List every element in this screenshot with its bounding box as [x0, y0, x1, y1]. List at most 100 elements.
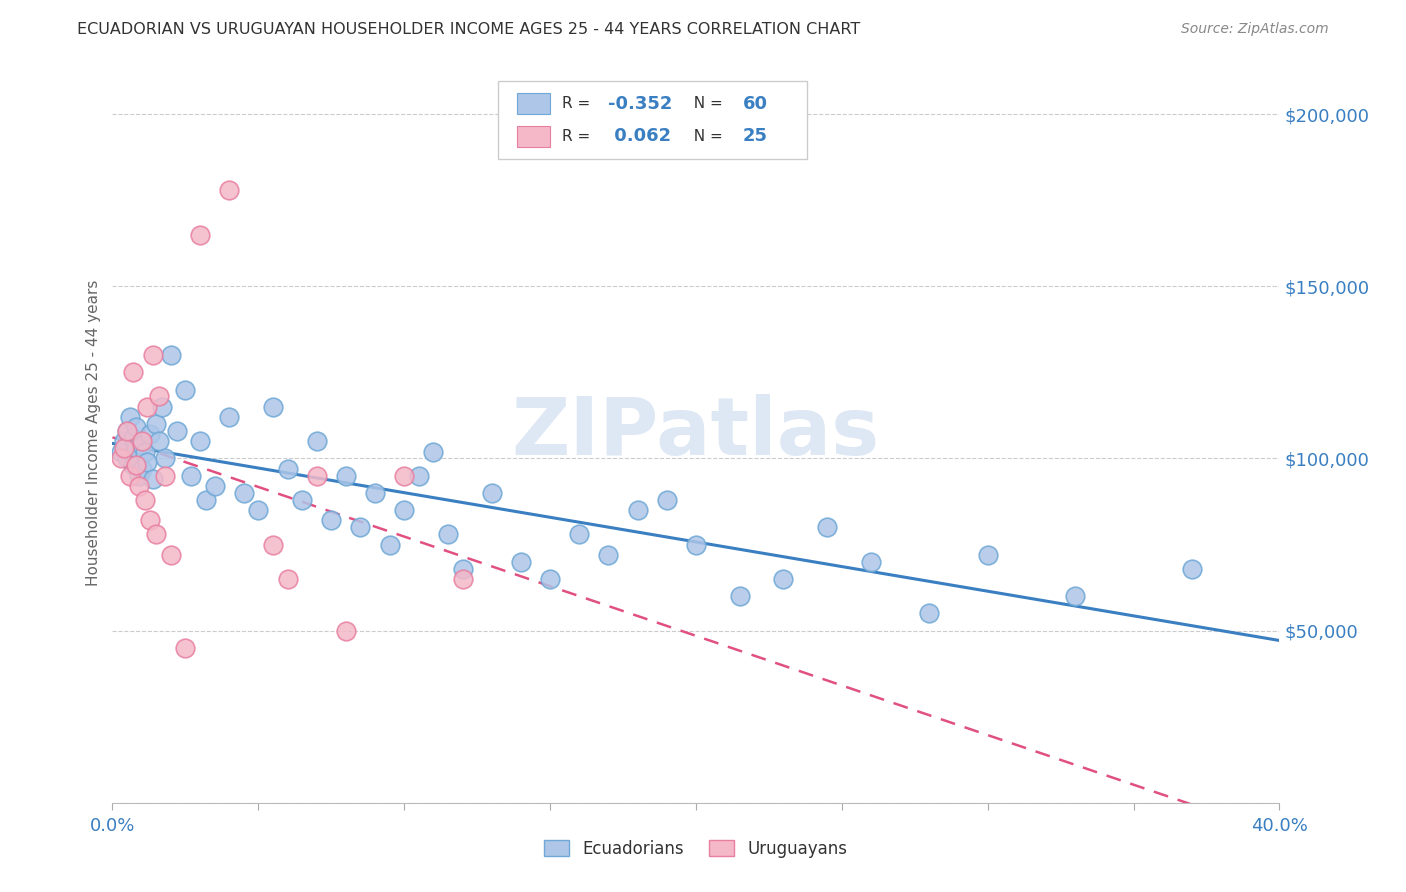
Point: [408, 468, 430, 483]
Point: [139, 513, 162, 527]
Point: [188, 434, 211, 449]
Point: [142, 472, 165, 486]
Point: [772, 572, 794, 586]
Point: [134, 444, 156, 458]
Point: [437, 527, 460, 541]
Point: [481, 486, 503, 500]
Point: [394, 503, 416, 517]
Point: [110, 444, 132, 458]
Point: [1181, 561, 1204, 575]
Point: [918, 607, 941, 621]
Point: [378, 537, 401, 551]
Point: [451, 572, 474, 586]
Text: 0.062: 0.062: [609, 128, 672, 145]
Point: [815, 520, 838, 534]
Point: [148, 389, 170, 403]
Point: [142, 348, 165, 362]
Point: [131, 438, 153, 452]
Text: -0.352: -0.352: [609, 95, 673, 112]
Point: [262, 400, 284, 414]
Point: [509, 555, 531, 569]
Point: [655, 492, 678, 507]
Point: [136, 400, 159, 414]
Point: [276, 462, 298, 476]
Point: [305, 468, 328, 483]
Point: [112, 434, 135, 449]
Point: [160, 348, 183, 362]
Text: 25: 25: [742, 128, 768, 145]
Point: [291, 492, 314, 507]
Y-axis label: Householder Income Ages 25 - 44 years: Householder Income Ages 25 - 44 years: [86, 279, 101, 586]
Point: [188, 227, 211, 242]
Text: Source: ZipAtlas.com: Source: ZipAtlas.com: [1181, 22, 1329, 37]
Point: [128, 468, 150, 483]
Point: [131, 434, 153, 449]
Point: [218, 410, 240, 425]
Point: [194, 492, 217, 507]
Point: [125, 458, 148, 473]
Point: [125, 420, 148, 434]
Point: [598, 548, 620, 562]
Text: R =: R =: [562, 96, 595, 112]
Point: [115, 451, 138, 466]
Point: [134, 492, 156, 507]
Point: [160, 548, 183, 562]
Point: [451, 561, 474, 575]
Point: [153, 451, 176, 466]
Text: ZIPatlas: ZIPatlas: [512, 393, 880, 472]
Point: [627, 503, 650, 517]
Point: [150, 400, 173, 414]
Point: [110, 451, 132, 466]
Point: [122, 431, 145, 445]
Text: N =: N =: [685, 96, 728, 112]
Point: [204, 479, 226, 493]
Point: [232, 486, 254, 500]
Text: ECUADORIAN VS URUGUAYAN HOUSEHOLDER INCOME AGES 25 - 44 YEARS CORRELATION CHART: ECUADORIAN VS URUGUAYAN HOUSEHOLDER INCO…: [77, 22, 860, 37]
Point: [145, 417, 167, 431]
Point: [976, 548, 998, 562]
Point: [247, 503, 270, 517]
FancyBboxPatch shape: [517, 94, 550, 114]
Point: [276, 572, 298, 586]
FancyBboxPatch shape: [498, 81, 807, 159]
Point: [115, 424, 138, 438]
Point: [349, 520, 371, 534]
Point: [174, 640, 197, 655]
Point: [122, 458, 145, 473]
Point: [364, 486, 387, 500]
Point: [166, 424, 188, 438]
Text: N =: N =: [685, 128, 728, 144]
Point: [218, 183, 240, 197]
Point: [112, 441, 135, 455]
Point: [1064, 589, 1087, 603]
Point: [139, 427, 162, 442]
Point: [153, 468, 176, 483]
Point: [728, 589, 751, 603]
Point: [335, 624, 357, 638]
Legend: Ecuadorians, Uruguayans: Ecuadorians, Uruguayans: [537, 833, 855, 865]
Point: [115, 424, 138, 438]
Point: [335, 468, 357, 483]
Point: [860, 555, 883, 569]
Point: [145, 527, 167, 541]
Point: [136, 455, 159, 469]
Point: [118, 468, 141, 483]
Point: [394, 468, 416, 483]
Point: [174, 383, 197, 397]
Point: [125, 441, 148, 455]
Text: 60: 60: [742, 95, 768, 112]
Text: R =: R =: [562, 128, 595, 144]
Point: [262, 537, 284, 551]
Point: [128, 479, 150, 493]
Point: [568, 527, 591, 541]
Point: [422, 444, 444, 458]
Point: [685, 537, 707, 551]
Point: [131, 462, 153, 476]
Point: [118, 410, 141, 425]
Point: [538, 572, 561, 586]
Point: [148, 434, 170, 449]
Point: [321, 513, 343, 527]
Point: [305, 434, 328, 449]
Point: [180, 468, 202, 483]
Point: [122, 365, 145, 379]
